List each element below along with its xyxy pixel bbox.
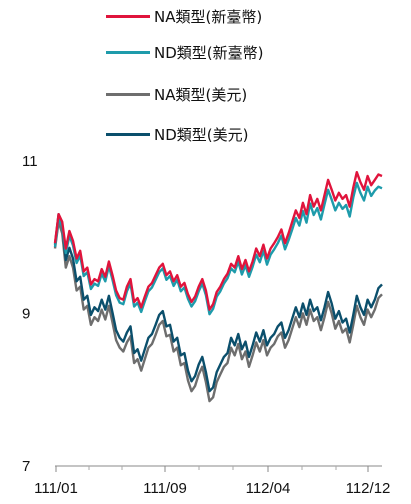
x-axis: 111/01 111/09 112/04 112/12 <box>34 465 391 497</box>
x-tick-label-2: 112/04 <box>246 480 291 497</box>
x-tick-label-0: 111/01 <box>34 480 78 497</box>
legend-label-nd-twd: ND類型(新臺幣) <box>154 43 264 62</box>
y-tick-label-7: 7 <box>22 458 30 475</box>
legend-swatch-nd-usd <box>106 132 150 136</box>
legend-label-na-usd: NA類型(美元) <box>154 85 248 104</box>
legend-label-nd-usd: ND類型(美元) <box>154 125 249 144</box>
legend-label-na-twd: NA類型(新臺幣) <box>154 7 263 26</box>
series-line-3 <box>53 212 383 393</box>
legend-item-na-twd: NA類型(新臺幣) <box>106 4 262 28</box>
y-tick-label-9: 9 <box>22 305 30 322</box>
legend-item-na-usd: NA類型(美元) <box>106 82 247 106</box>
legend-item-nd-usd: ND類型(美元) <box>106 122 248 146</box>
legend-swatch-na-twd <box>106 14 150 18</box>
y-axis: 7 9 11 <box>22 153 38 475</box>
series-lines <box>53 170 383 403</box>
series-line-1 <box>53 181 383 316</box>
series-line-0 <box>53 170 383 311</box>
legend-swatch-nd-twd <box>106 50 150 54</box>
legend-item-nd-twd: ND類型(新臺幣) <box>106 40 263 64</box>
series-line-2 <box>53 220 383 403</box>
y-tick-label-11: 11 <box>22 153 38 170</box>
x-tick-label-1: 111/09 <box>143 480 187 497</box>
legend-swatch-na-usd <box>106 92 150 96</box>
x-tick-label-3: 112/12 <box>346 480 391 497</box>
